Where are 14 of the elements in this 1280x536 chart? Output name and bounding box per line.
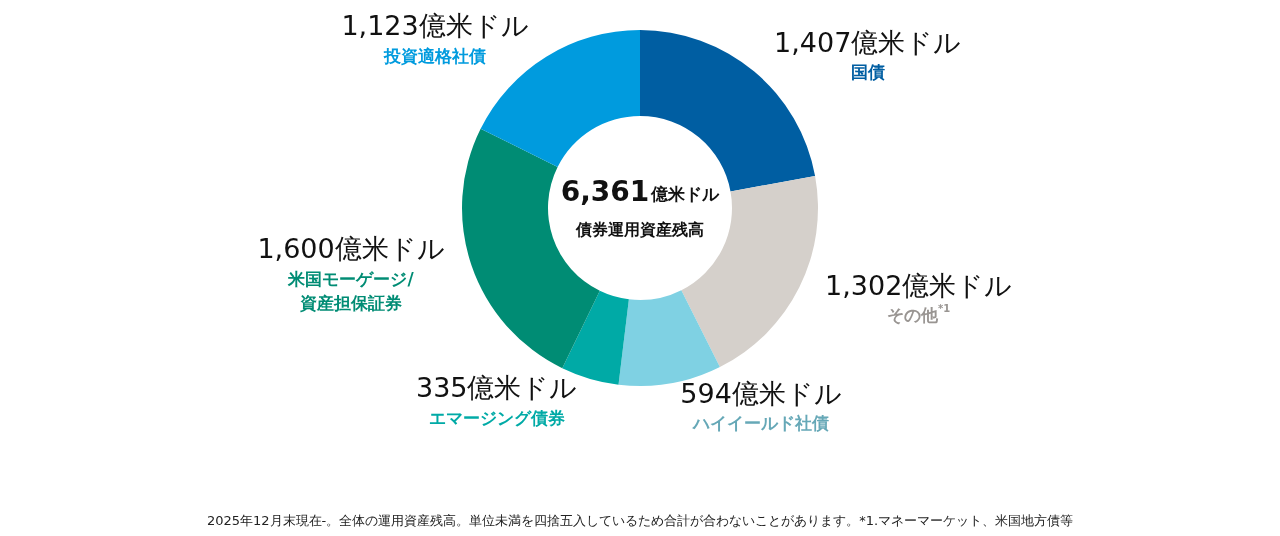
slice-label: ハイイールド社債 [691,413,830,434]
data-label: 1,123億米ドル [341,10,529,42]
text: 2025年12月末現在-。全体の運用資産残高。単位未満を四捨五入しているため合計が合わないことがあります。*1.マネーマーケット、米国地方債等 [206,513,1074,528]
slice-label: 投資適格社債 [383,45,487,66]
slice-label: 米国モーゲージ/資産担保証券 [287,268,415,313]
slice-label: 国債 [850,62,885,83]
data-label: 1,600億米ドル [257,233,445,265]
text: 債券運用資産残高 [575,219,704,239]
slice-label: エマージング債券 [428,407,565,428]
data-label: 1,407億米ドル [774,26,962,58]
data-label: 1,302億米ドル [825,269,1013,301]
data-label: 335億米ドル [415,372,578,404]
data-label: 594億米ドル [680,377,842,409]
text: 6,361億米ドル [560,174,721,208]
